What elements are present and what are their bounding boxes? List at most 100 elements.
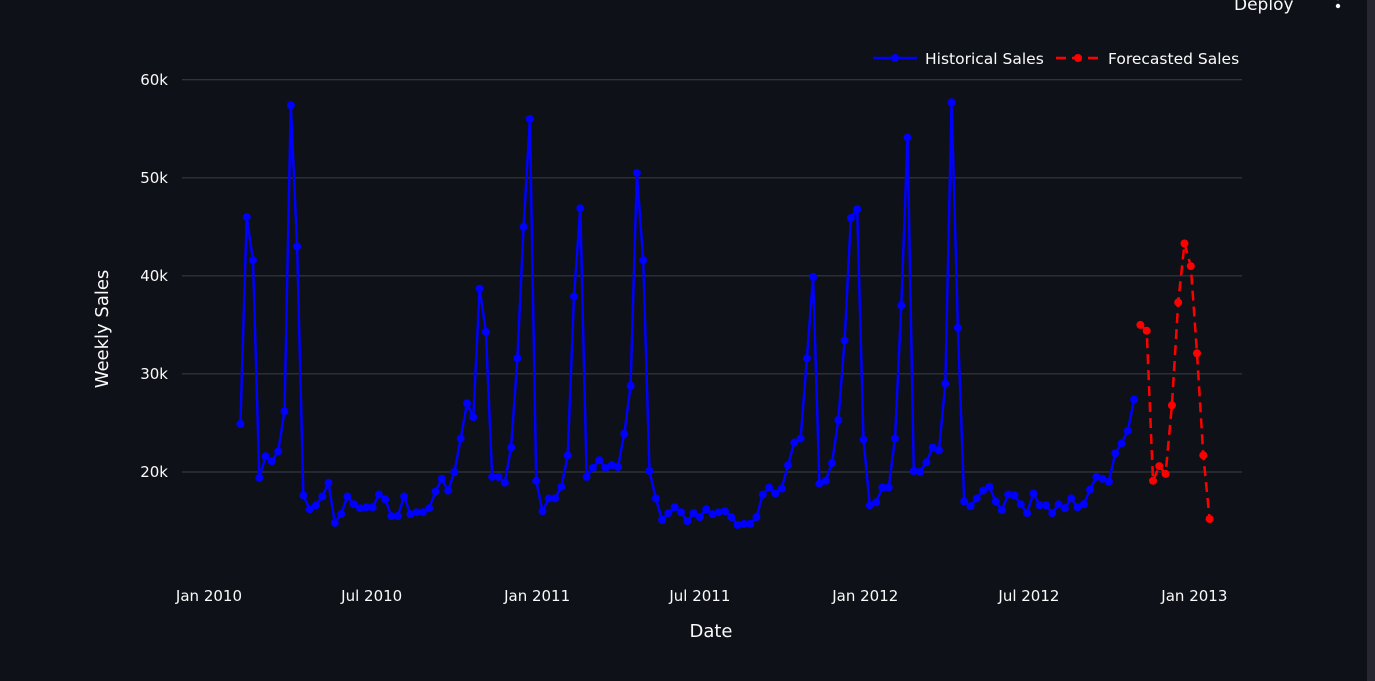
historical-sales-point[interactable] xyxy=(853,205,862,214)
forecast-sales-point[interactable] xyxy=(1186,262,1195,271)
historical-sales-point[interactable] xyxy=(935,446,943,455)
historical-sales-point[interactable] xyxy=(393,512,402,521)
forecast-sales-point[interactable] xyxy=(1167,401,1176,410)
historical-sales-point[interactable] xyxy=(846,214,855,222)
historical-sales-point[interactable] xyxy=(475,284,484,293)
historical-sales-point[interactable] xyxy=(802,354,811,363)
historical-sales-point[interactable] xyxy=(645,467,654,475)
historical-sales-point[interactable] xyxy=(431,487,440,496)
historical-sales-point[interactable] xyxy=(330,518,339,527)
historical-sales-point[interactable] xyxy=(790,438,799,447)
historical-sales-point[interactable] xyxy=(481,327,490,336)
historical-sales-point[interactable] xyxy=(1123,426,1132,435)
historical-sales-point[interactable] xyxy=(544,494,553,503)
historical-sales-point[interactable] xyxy=(249,256,257,265)
historical-sales-point[interactable] xyxy=(909,467,918,475)
historical-sales-point[interactable] xyxy=(400,492,409,501)
historical-sales-point[interactable] xyxy=(255,473,264,482)
historical-sales-point[interactable] xyxy=(1042,501,1050,510)
historical-sales-point[interactable] xyxy=(349,500,358,509)
historical-sales-point[interactable] xyxy=(658,516,667,524)
forecast-sales-point[interactable] xyxy=(1136,320,1145,329)
historical-sales-point[interactable] xyxy=(639,256,648,265)
historical-sales-point[interactable] xyxy=(582,472,591,481)
historical-sales-point[interactable] xyxy=(1111,449,1120,458)
historical-sales-point[interactable] xyxy=(689,509,698,518)
historical-sales-point[interactable] xyxy=(632,168,641,177)
historical-sales-point[interactable] xyxy=(702,505,711,514)
historical-sales-point[interactable] xyxy=(796,434,805,443)
historical-sales-point[interactable] xyxy=(261,452,270,461)
historical-sales-point[interactable] xyxy=(324,478,333,487)
deploy-button[interactable]: Deploy xyxy=(1222,0,1306,19)
historical-sales-point[interactable] xyxy=(997,506,1006,515)
historical-sales-point[interactable] xyxy=(985,482,994,491)
historical-sales-point[interactable] xyxy=(777,484,786,493)
historical-sales-point[interactable] xyxy=(714,508,723,517)
historical-sales-point[interactable] xyxy=(557,482,566,491)
historical-sales-point[interactable] xyxy=(1016,500,1025,509)
historical-sales-point[interactable] xyxy=(601,464,610,472)
historical-sales-point[interactable] xyxy=(683,517,692,525)
historical-sales-point[interactable] xyxy=(859,435,868,444)
historical-sales-point[interactable] xyxy=(381,495,390,504)
historical-sales-point[interactable] xyxy=(1086,485,1095,494)
historical-sales-point[interactable] xyxy=(450,468,459,476)
historical-sales-point[interactable] xyxy=(343,492,352,501)
historical-sales-point[interactable] xyxy=(1092,472,1101,481)
historical-sales-point[interactable] xyxy=(872,498,881,507)
historical-sales-point[interactable] xyxy=(928,443,937,452)
historical-sales-point[interactable] xyxy=(374,490,383,499)
historical-sales-point[interactable] xyxy=(280,407,289,416)
historical-sales-point[interactable] xyxy=(752,513,761,522)
historical-sales-point[interactable] xyxy=(1048,509,1057,518)
forecast-sales-point[interactable] xyxy=(1155,462,1164,471)
historical-sales-point[interactable] xyxy=(821,476,830,485)
historical-sales-point[interactable] xyxy=(1060,504,1069,513)
historical-sales-point[interactable] xyxy=(356,504,364,513)
forecast-sales-point[interactable] xyxy=(1180,239,1189,248)
historical-sales-point[interactable] xyxy=(947,98,956,107)
historical-sales-point[interactable] xyxy=(525,115,534,123)
historical-sales-point[interactable] xyxy=(1023,509,1032,518)
historical-sales-point[interactable] xyxy=(444,486,453,495)
historical-sales-point[interactable] xyxy=(588,464,597,472)
historical-sales-point[interactable] xyxy=(570,292,578,301)
historical-sales-point[interactable] xyxy=(595,456,604,465)
historical-sales-point[interactable] xyxy=(620,429,629,438)
historical-sales-point[interactable] xyxy=(1104,477,1113,486)
historical-sales-point[interactable] xyxy=(469,413,478,422)
historical-sales-point[interactable] xyxy=(840,336,849,345)
historical-sales-point[interactable] xyxy=(721,507,729,516)
historical-sales-point[interactable] xyxy=(941,379,950,388)
historical-sales-point[interactable] xyxy=(1029,489,1038,498)
historical-sales-point[interactable] xyxy=(1117,439,1126,448)
historical-sales-point[interactable] xyxy=(1073,503,1082,512)
historical-sales-point[interactable] xyxy=(242,213,251,222)
historical-sales-point[interactable] xyxy=(695,513,704,522)
historical-sales-point[interactable] xyxy=(972,494,981,503)
historical-sales-point[interactable] xyxy=(368,503,377,512)
historical-sales-point[interactable] xyxy=(991,497,1000,506)
historical-sales-point[interactable] xyxy=(494,472,503,481)
historical-sales-point[interactable] xyxy=(500,478,509,487)
historical-sales-point[interactable] xyxy=(488,472,497,481)
historical-sales-point[interactable] xyxy=(267,457,276,466)
historical-sales-point[interactable] xyxy=(670,503,679,512)
historical-sales-point[interactable] xyxy=(337,510,346,519)
forecast-sales-point[interactable] xyxy=(1149,476,1157,485)
historical-sales-point[interactable] xyxy=(362,503,371,512)
historical-sales-point[interactable] xyxy=(677,508,685,517)
historical-sales-point[interactable] xyxy=(733,520,742,529)
more-options-icon[interactable] xyxy=(1326,0,1350,18)
historical-sales-point[interactable] xyxy=(437,474,446,483)
historical-sales-point[interactable] xyxy=(614,463,622,472)
historical-sales-point[interactable] xyxy=(305,505,314,514)
historical-sales-point[interactable] xyxy=(507,443,516,452)
historical-sales-point[interactable] xyxy=(607,461,616,470)
historical-sales-point[interactable] xyxy=(387,512,396,521)
historical-sales-point[interactable] xyxy=(884,483,893,492)
historical-sales-point[interactable] xyxy=(1130,395,1139,404)
forecast-sales-point[interactable] xyxy=(1205,515,1214,523)
historical-sales-point[interactable] xyxy=(966,502,975,511)
